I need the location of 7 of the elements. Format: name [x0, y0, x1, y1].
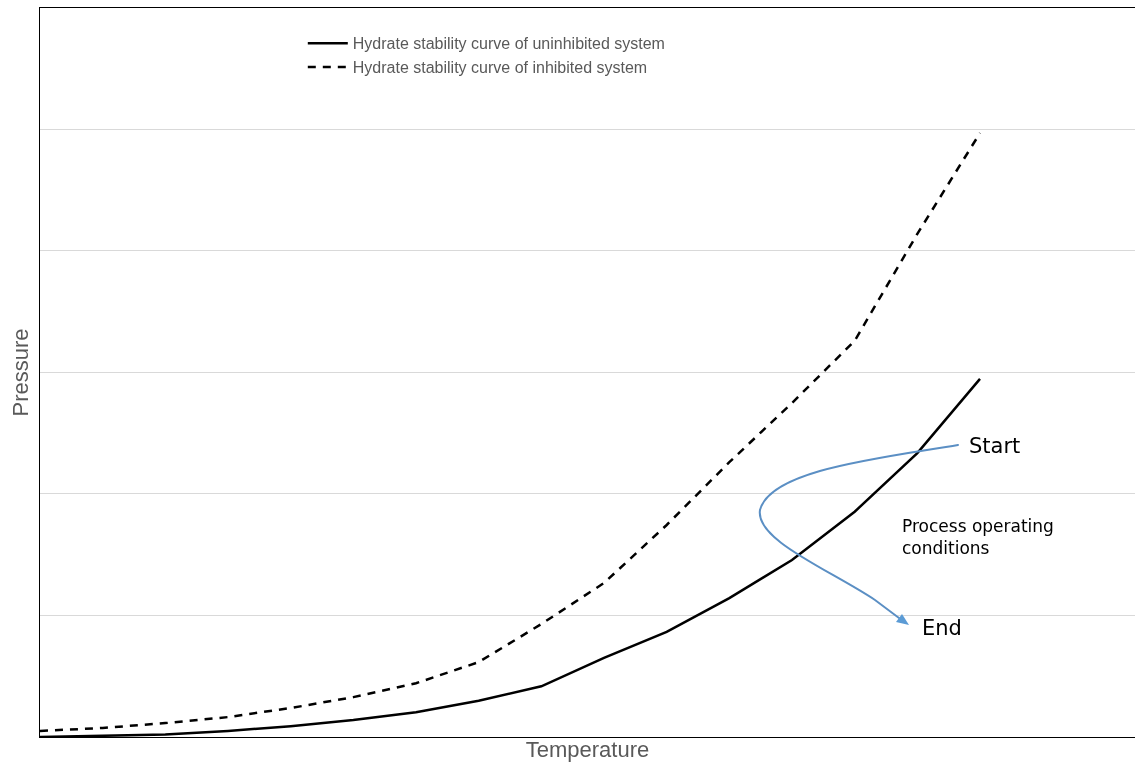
annotation: End — [922, 616, 962, 640]
legend-label: Hydrate stability curve of uninhibited system — [352, 35, 665, 53]
y-axis-title: Pressure — [7, 328, 33, 417]
x-axis-title: Temperature — [525, 736, 650, 762]
annotation: Process operating conditions — [902, 516, 1054, 559]
legend-label: Hydrate stability curve of inhibited system — [352, 59, 648, 77]
annotation: Start — [969, 434, 1021, 458]
